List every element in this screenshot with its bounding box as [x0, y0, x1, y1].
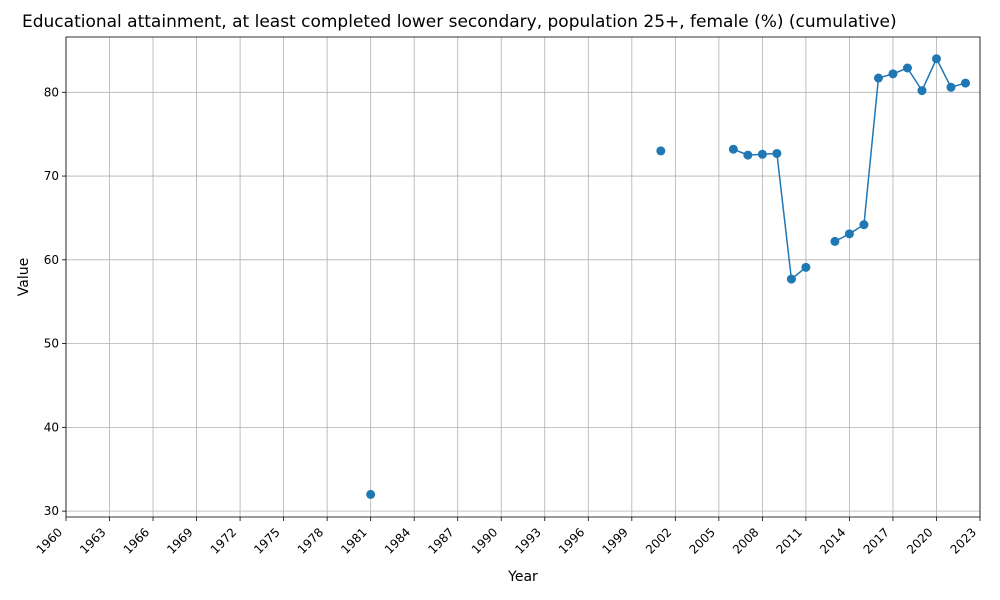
- data-point: [772, 148, 782, 158]
- data-point: [743, 150, 753, 160]
- x-tick-label: 2002: [643, 525, 674, 556]
- x-axis-label: Year: [507, 569, 538, 585]
- x-tick-label: 2023: [948, 525, 979, 556]
- y-tick-label: 70: [44, 169, 59, 183]
- data-point: [931, 54, 941, 64]
- data-point: [757, 149, 767, 159]
- data-point: [830, 236, 840, 246]
- plot-frame: [65, 36, 981, 518]
- data-point: [917, 86, 927, 96]
- data-point: [844, 229, 854, 239]
- x-tick-label: 2005: [686, 525, 717, 556]
- series-line-segment: [834, 57, 966, 243]
- chart-title: Educational attainment, at least complet…: [22, 12, 897, 32]
- x-tick-label: 2008: [730, 525, 761, 556]
- y-tick-label: 80: [44, 85, 59, 99]
- x-tick-label: 1987: [425, 525, 456, 556]
- data-point: [946, 82, 956, 92]
- x-tick-label: 1981: [338, 525, 369, 556]
- x-tick-label: 1969: [164, 525, 195, 556]
- x-tick-label: 1963: [77, 525, 108, 556]
- data-point: [656, 146, 666, 156]
- x-tick-label: 1966: [121, 525, 152, 556]
- data-point: [888, 69, 898, 79]
- x-tick-label: 1972: [208, 525, 239, 556]
- y-axis-label: Value: [16, 258, 32, 296]
- x-tick-label: 1984: [382, 525, 413, 556]
- y-tick-label: 40: [44, 420, 59, 434]
- y-tick-label: 50: [44, 337, 59, 351]
- data-point: [366, 489, 376, 499]
- x-tick-label: 1990: [469, 525, 500, 556]
- series: [366, 54, 970, 499]
- x-tick-label: 1993: [512, 525, 543, 556]
- x-tick-label: 1960: [34, 525, 65, 556]
- data-point: [728, 144, 738, 154]
- x-tick-label: 2014: [817, 525, 848, 556]
- x-tick-label: 2017: [861, 525, 892, 556]
- y-tick-label: 30: [44, 504, 59, 518]
- x-tick-label: 1975: [251, 525, 282, 556]
- x-tick-label: 2011: [774, 525, 805, 556]
- x-tick-label: 2020: [904, 525, 935, 556]
- data-point: [801, 262, 811, 272]
- x-tick-label: 1999: [599, 525, 630, 556]
- y-tick-label: 60: [44, 253, 59, 267]
- grid: [65, 37, 981, 517]
- x-tick-label: 1996: [556, 525, 587, 556]
- axis-ticks: 1960 1963 1966 1969 1972 1975 1978 1981 1984 1987…: [34, 85, 981, 557]
- x-tick-label: 1978: [295, 525, 326, 556]
- data-point: [859, 220, 869, 230]
- data-point: [786, 274, 796, 284]
- data-point: [902, 63, 912, 73]
- data-point: [873, 73, 883, 83]
- data-point: [960, 78, 970, 88]
